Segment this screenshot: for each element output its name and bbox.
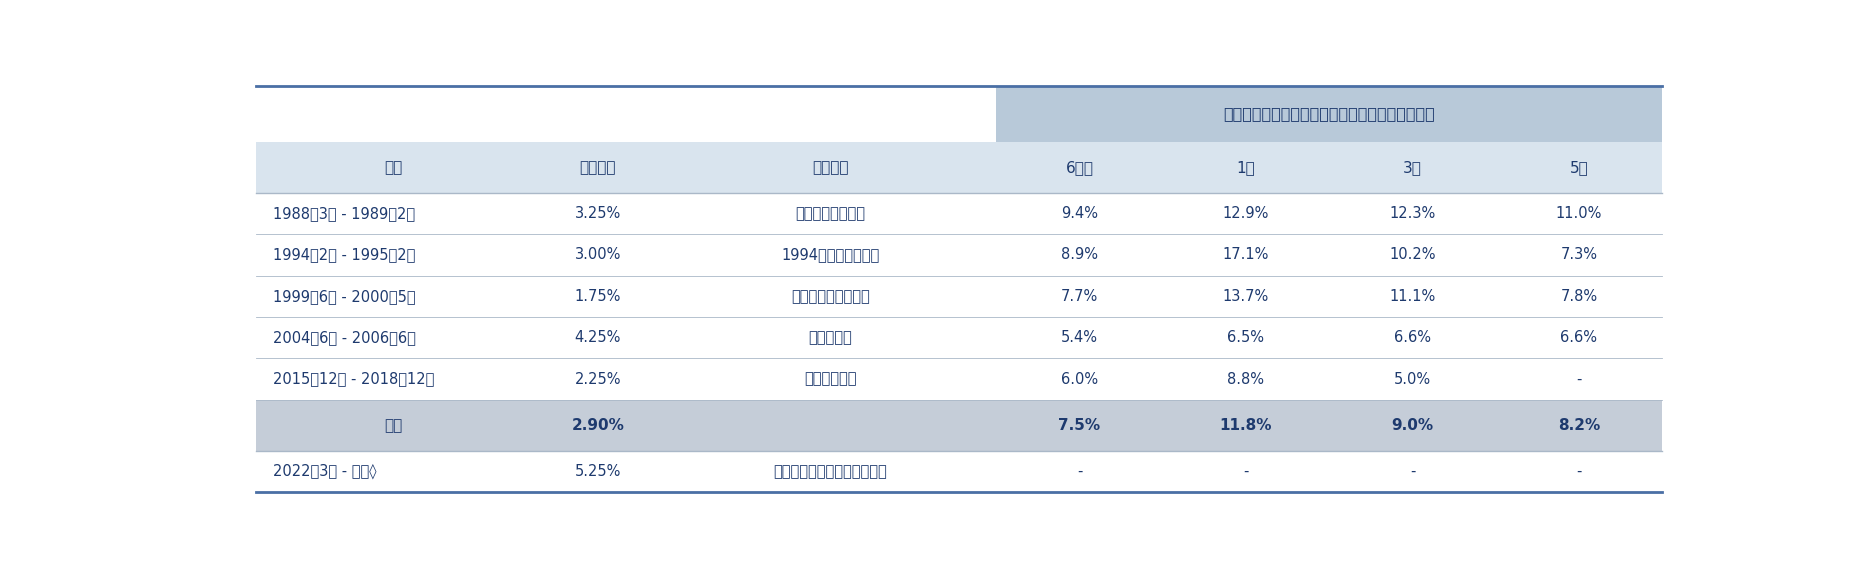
Text: 1994年の債券大虚殺: 1994年の債券大虚殺 bbox=[782, 248, 879, 262]
Text: 3.25%: 3.25% bbox=[574, 206, 621, 221]
Text: 2022年3月 - 現在◊: 2022年3月 - 現在◊ bbox=[273, 464, 376, 480]
Bar bbox=[1328, 142, 1495, 193]
Text: 2004年6月 - 2006年6月: 2004年6月 - 2006年6月 bbox=[273, 330, 415, 345]
Bar bbox=[256, 193, 1661, 234]
Text: 金利上昇: 金利上昇 bbox=[580, 160, 616, 175]
Text: 12.9%: 12.9% bbox=[1224, 206, 1269, 221]
Text: 10.2%: 10.2% bbox=[1388, 248, 1435, 262]
Text: 1999年6月 - 2000年5月: 1999年6月 - 2000年5月 bbox=[273, 289, 415, 304]
Text: 2015年12月 - 2018年12月: 2015年12月 - 2018年12月 bbox=[273, 371, 434, 387]
Text: 1.75%: 1.75% bbox=[574, 289, 621, 304]
Text: 4.25%: 4.25% bbox=[574, 330, 621, 345]
Text: 贯茂貸付組合危機: 贯茂貸付組合危機 bbox=[795, 206, 866, 221]
Text: 6.5%: 6.5% bbox=[1227, 330, 1265, 345]
Text: 8.2%: 8.2% bbox=[1559, 418, 1600, 433]
Bar bbox=[256, 317, 1661, 358]
Text: 9.4%: 9.4% bbox=[1061, 206, 1098, 221]
Bar bbox=[256, 451, 1661, 492]
Text: 期間: 期間 bbox=[384, 160, 402, 175]
Text: -: - bbox=[1078, 464, 1081, 479]
Text: 11.8%: 11.8% bbox=[1220, 418, 1272, 433]
Text: 11.1%: 11.1% bbox=[1390, 289, 1435, 304]
Text: 6ヶ月: 6ヶ月 bbox=[1065, 160, 1093, 175]
Bar bbox=[995, 142, 1162, 193]
Bar bbox=[256, 234, 1661, 276]
Text: 2.25%: 2.25% bbox=[574, 371, 621, 387]
Bar bbox=[1162, 142, 1328, 193]
Bar bbox=[664, 142, 995, 193]
Text: コロナ祷後のインフレ急上昇: コロナ祷後のインフレ急上昇 bbox=[773, 464, 887, 479]
Text: 9.0%: 9.0% bbox=[1392, 418, 1433, 433]
Text: 3.00%: 3.00% bbox=[574, 248, 621, 262]
Text: 3年: 3年 bbox=[1403, 160, 1422, 175]
Text: 17.1%: 17.1% bbox=[1224, 248, 1269, 262]
Bar bbox=[995, 87, 1661, 142]
Text: -: - bbox=[1244, 464, 1248, 479]
Text: 7.3%: 7.3% bbox=[1560, 248, 1598, 262]
Text: -: - bbox=[1409, 464, 1414, 479]
Text: 1988年3月 - 1989年2月: 1988年3月 - 1989年2月 bbox=[273, 206, 415, 221]
Text: 13.7%: 13.7% bbox=[1224, 289, 1269, 304]
Bar bbox=[531, 142, 664, 193]
Text: 5.25%: 5.25% bbox=[574, 464, 621, 479]
Text: 7.5%: 7.5% bbox=[1059, 418, 1100, 433]
Text: -: - bbox=[1575, 371, 1581, 387]
Bar bbox=[256, 142, 531, 193]
Text: 1994年2月 - 1995年2月: 1994年2月 - 1995年2月 bbox=[273, 248, 415, 262]
Text: 5年: 5年 bbox=[1570, 160, 1588, 175]
Bar bbox=[256, 400, 1661, 451]
Text: 6.0%: 6.0% bbox=[1061, 371, 1098, 387]
Bar bbox=[1495, 142, 1661, 193]
Text: 5.0%: 5.0% bbox=[1394, 371, 1431, 387]
Text: 7.8%: 7.8% bbox=[1560, 289, 1598, 304]
Text: 7.7%: 7.7% bbox=[1061, 289, 1098, 304]
Text: 12.3%: 12.3% bbox=[1390, 206, 1435, 221]
Text: ドットコム・バブル: ドットコム・バブル bbox=[791, 289, 870, 304]
Text: 住宅バブル: 住宅バブル bbox=[808, 330, 853, 345]
Text: 平均: 平均 bbox=[384, 418, 402, 433]
Text: 原油価格急落: 原油価格急落 bbox=[805, 371, 857, 387]
Text: 6.6%: 6.6% bbox=[1560, 330, 1598, 345]
Text: 6.6%: 6.6% bbox=[1394, 330, 1431, 345]
Text: 5.4%: 5.4% bbox=[1061, 330, 1098, 345]
Bar bbox=[256, 358, 1661, 400]
Bar bbox=[256, 276, 1661, 317]
Text: ブルームバーグ米国総合インデックスのリターン: ブルームバーグ米国総合インデックスのリターン bbox=[1224, 107, 1435, 121]
Text: 1年: 1年 bbox=[1237, 160, 1255, 175]
Text: 2.90%: 2.90% bbox=[571, 418, 625, 433]
Text: -: - bbox=[1575, 464, 1581, 479]
Text: イベント: イベント bbox=[812, 160, 849, 175]
Text: 8.9%: 8.9% bbox=[1061, 248, 1098, 262]
Text: 8.8%: 8.8% bbox=[1227, 371, 1265, 387]
Text: 11.0%: 11.0% bbox=[1555, 206, 1602, 221]
